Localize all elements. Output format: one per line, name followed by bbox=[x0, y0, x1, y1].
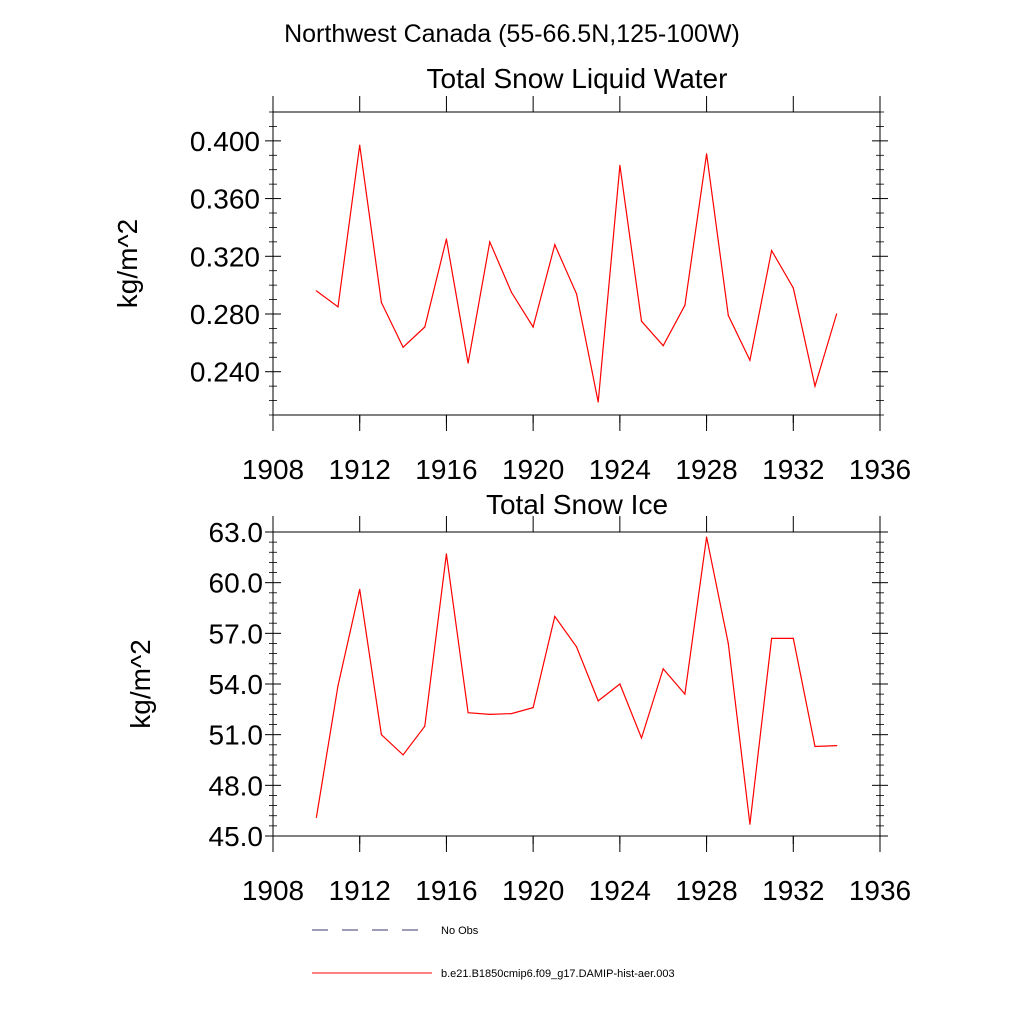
data-point bbox=[705, 153, 708, 155]
data-point bbox=[337, 685, 339, 687]
x-tick-label: 1928 bbox=[675, 454, 737, 485]
data-point bbox=[727, 642, 729, 645]
data-point bbox=[749, 823, 751, 825]
plot-frame bbox=[272, 111, 881, 416]
y-axis-label: kg/m^2 bbox=[112, 219, 143, 308]
x-tick-label: 1928 bbox=[675, 875, 737, 906]
data-point bbox=[532, 707, 534, 709]
data-point bbox=[771, 249, 773, 252]
data-point bbox=[424, 725, 426, 727]
x-tick-label: 1936 bbox=[849, 454, 911, 485]
y-tick-label: 60.0 bbox=[209, 568, 264, 599]
data-point bbox=[315, 816, 317, 819]
x-tick-label: 1920 bbox=[502, 454, 564, 485]
y-tick-label: 0.320 bbox=[190, 241, 260, 272]
chart-panel-1: Total Snow Liquid Water 1908 1912 1916 1920… bbox=[112, 63, 911, 485]
data-point bbox=[402, 346, 404, 348]
x-tick-label: 1924 bbox=[589, 454, 651, 485]
x-tick-label: 1916 bbox=[415, 875, 477, 906]
data-point bbox=[532, 326, 534, 328]
data-point bbox=[619, 164, 621, 166]
data-point bbox=[619, 683, 621, 685]
data-point bbox=[836, 745, 838, 747]
x-tick-label: 1924 bbox=[589, 875, 651, 906]
page-title: Northwest Canada (55-66.5N,125-100W) bbox=[284, 20, 740, 48]
data-point bbox=[445, 553, 448, 555]
y-tick-label: 45.0 bbox=[209, 821, 264, 852]
x-tick-label: 1932 bbox=[762, 875, 824, 906]
data-point bbox=[510, 712, 513, 715]
data-point bbox=[467, 712, 469, 714]
data-point bbox=[467, 362, 469, 364]
chart-2-title: Total Snow Ice bbox=[486, 489, 668, 520]
x-tick-label: 1908 bbox=[242, 454, 304, 485]
data-point bbox=[380, 301, 382, 304]
y-tick-label: 0.280 bbox=[190, 299, 260, 330]
series-line bbox=[316, 145, 838, 403]
y-axis-label: kg/m^2 bbox=[125, 639, 156, 728]
y-tick-label: 0.240 bbox=[190, 357, 260, 388]
x-tick-label: 1908 bbox=[242, 875, 304, 906]
data-point bbox=[662, 668, 664, 670]
legend: No Obs b.e21.B1850cmip6.f09_g17.DAMIP-hi… bbox=[312, 925, 675, 980]
data-point bbox=[705, 536, 708, 538]
x-tick-label: 1912 bbox=[329, 875, 391, 906]
data-point bbox=[749, 359, 751, 361]
y-tick-label: 0.360 bbox=[190, 184, 260, 215]
y-tick-label: 51.0 bbox=[209, 720, 264, 751]
legend-model-label: b.e21.B1850cmip6.f09_g17.DAMIP-hist-aer.… bbox=[441, 968, 675, 980]
data-point bbox=[662, 345, 664, 347]
chart-1-plot: 1908 1912 1916 1920 1924 1928 1932 1936 0.240 0.2… bbox=[112, 96, 911, 485]
data-point bbox=[771, 637, 773, 640]
chart-2-plot: 1908 1912 1916 1920 1924 1928 1932 1936 45.0 48.0… bbox=[125, 516, 911, 906]
x-tick-label: 1932 bbox=[762, 454, 824, 485]
data-point bbox=[814, 385, 816, 387]
data-point bbox=[337, 306, 339, 308]
y-tick-label: 57.0 bbox=[209, 618, 264, 649]
x-tick-label: 1920 bbox=[502, 875, 564, 906]
y-tick-label: 48.0 bbox=[209, 770, 264, 801]
data-point bbox=[575, 293, 578, 295]
data-point bbox=[814, 745, 816, 748]
data-point bbox=[380, 734, 382, 736]
plot-frame bbox=[272, 531, 881, 837]
data-point bbox=[597, 700, 599, 702]
x-tick-label: 1916 bbox=[415, 454, 477, 485]
data-point bbox=[315, 290, 317, 292]
data-point bbox=[575, 646, 578, 648]
data-point bbox=[640, 737, 643, 739]
data-point bbox=[489, 241, 491, 243]
data-point bbox=[684, 693, 686, 695]
legend-no-obs-label: No Obs bbox=[441, 925, 479, 937]
data-point bbox=[836, 313, 838, 315]
data-point bbox=[554, 244, 556, 246]
data-point bbox=[792, 287, 794, 289]
data-point bbox=[640, 320, 643, 322]
chart-panel-2: Total Snow Ice 1908 1912 1916 1920 1924 1928 1… bbox=[125, 489, 911, 906]
data-point bbox=[554, 615, 556, 618]
x-tick-label: 1912 bbox=[329, 454, 391, 485]
data-point bbox=[597, 401, 599, 403]
series-line bbox=[315, 536, 837, 825]
data-point bbox=[510, 291, 513, 293]
data-point bbox=[792, 637, 794, 640]
data-point bbox=[424, 326, 426, 328]
chart-1-title: Total Snow Liquid Water bbox=[427, 63, 728, 94]
data-point bbox=[727, 314, 729, 317]
data-point bbox=[359, 588, 361, 591]
data-point bbox=[359, 144, 361, 146]
data-point bbox=[445, 238, 448, 240]
data-point bbox=[684, 304, 686, 306]
y-tick-label: 0.400 bbox=[190, 126, 260, 157]
y-tick-label: 63.0 bbox=[209, 517, 264, 548]
data-point bbox=[402, 754, 404, 756]
x-tick-label: 1936 bbox=[849, 875, 911, 906]
data-point bbox=[489, 713, 491, 716]
y-tick-label: 54.0 bbox=[209, 669, 264, 700]
